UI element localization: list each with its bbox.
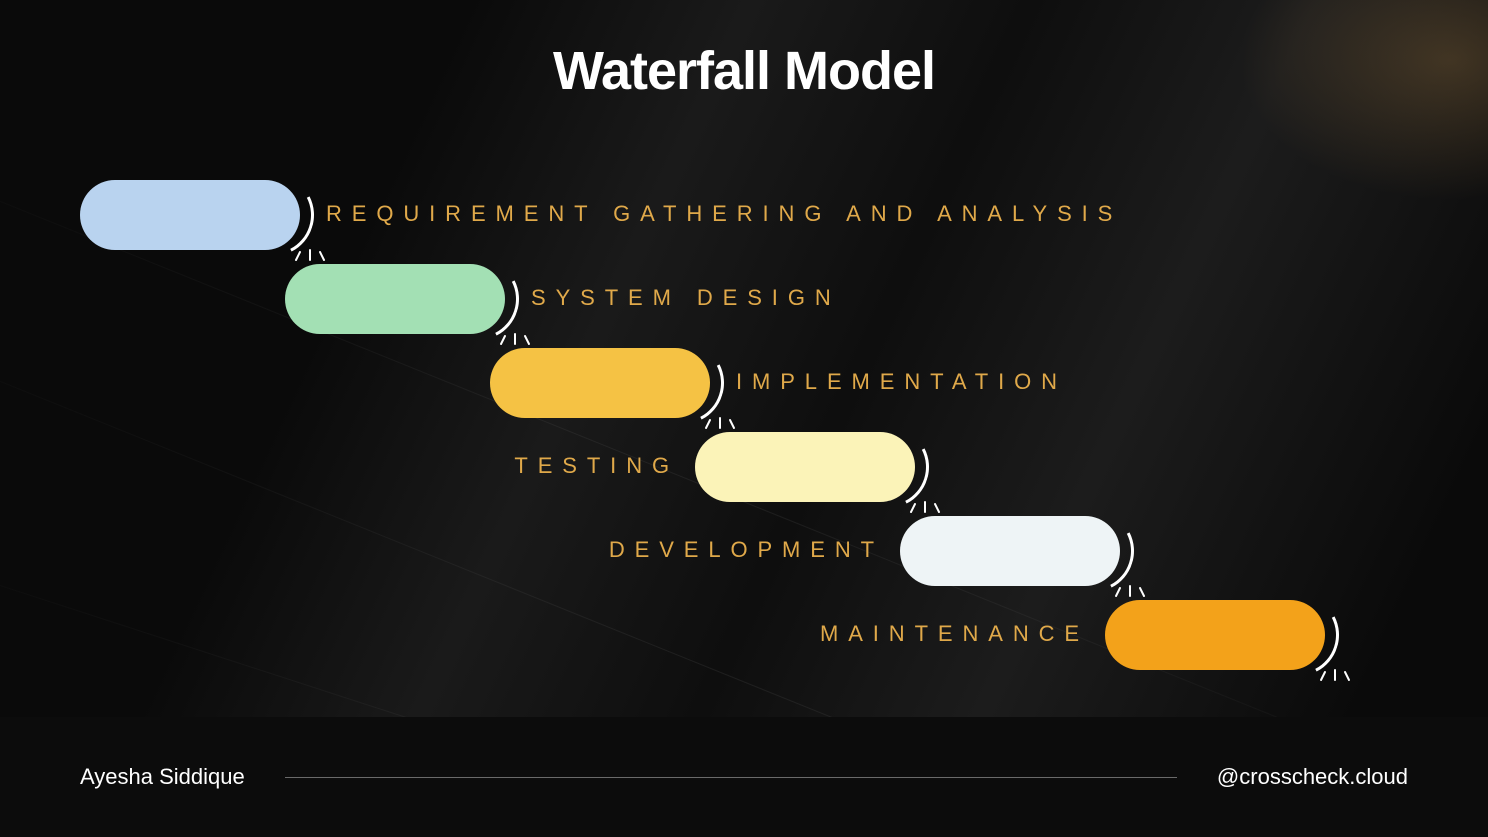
waterfall-pill: [900, 516, 1120, 586]
waterfall-label: REQUIREMENT GATHERING AND ANALYSIS: [326, 201, 1122, 227]
footer-divider: [285, 777, 1177, 778]
waterfall-pill: [490, 348, 710, 418]
waterfall-label: MAINTENANCE: [820, 621, 1089, 647]
waterfall-label: IMPLEMENTATION: [736, 369, 1067, 395]
waterfall-label: TESTING: [514, 453, 679, 479]
waterfall-pill: [695, 432, 915, 502]
waterfall-label: SYSTEM DESIGN: [531, 285, 841, 311]
waterfall-pill: [80, 180, 300, 250]
social-handle: @crosscheck.cloud: [1217, 764, 1408, 790]
footer: Ayesha Siddique @crosscheck.cloud: [0, 717, 1488, 837]
waterfall-label: DEVELOPMENT: [609, 537, 884, 563]
author-name: Ayesha Siddique: [80, 764, 245, 790]
waterfall-pill: [285, 264, 505, 334]
waterfall-pill: [1105, 600, 1325, 670]
page-title: Waterfall Model: [553, 40, 935, 102]
